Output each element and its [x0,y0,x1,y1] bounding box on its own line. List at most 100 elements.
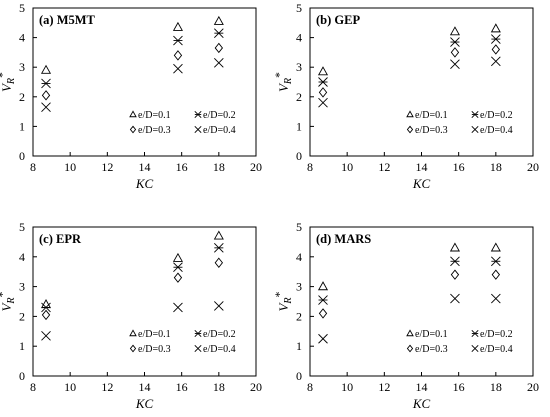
x-tick-label: 16 [176,160,188,174]
y-tick-label: 3 [296,280,302,294]
x-tick-label: 14 [139,160,151,174]
legend-label: e/D=0.1 [415,329,448,340]
x-axis-label: KC [412,396,431,411]
x-tick-label: 16 [176,380,188,394]
point-diamond-2 [173,50,183,61]
x-tick-label: 8 [307,160,313,174]
point-asterisk-1 [41,78,51,89]
y-tick-label: 5 [296,220,302,234]
y-axis-label: VR* [272,291,294,311]
legend-label: e/D=0.3 [415,125,448,136]
point-asterisk-3 [491,256,501,267]
point-x-3 [491,56,501,67]
x-tick-label: 8 [30,380,36,394]
legend-label: e/D=0.4 [203,125,236,136]
legend-marker-x [194,344,202,353]
legend-marker-triangle [129,110,137,118]
point-x-2 [450,59,460,70]
point-triangle-2 [449,242,460,252]
legend-label: e/D=0.3 [138,125,171,136]
point-x-2 [173,302,183,313]
point-diamond-3 [214,257,224,268]
legend-label: e/D=0.2 [203,329,236,340]
point-triangle-3 [490,23,501,33]
point-x-1 [41,102,51,112]
point-triangle-3 [213,15,224,25]
y-tick-label: 4 [19,31,25,45]
point-diamond-3 [491,269,501,280]
panel-title: (b) GEP [316,13,360,27]
y-tick-label: 2 [296,309,302,323]
legend-label: e/D=0.2 [480,329,513,340]
y-tick-label: 0 [19,369,25,383]
legend-label: e/D=0.4 [480,344,513,355]
point-asterisk-3 [214,28,224,38]
point-x-3 [214,301,224,311]
legend-label: e/D=0.1 [415,110,448,121]
y-axis-label: VR* [272,72,294,92]
legend-marker-x [471,125,479,134]
point-triangle-3 [213,230,224,240]
x-tick-label: 14 [416,160,428,174]
x-tick-label: 14 [416,380,428,394]
x-tick-label: 10 [64,160,76,174]
x-tick-label: 16 [453,380,465,394]
point-triangle-1 [317,281,329,291]
y-tick-label: 4 [296,250,302,264]
legend-marker-asterisk [471,329,479,338]
legend-marker-asterisk [194,110,202,119]
point-asterisk-2 [450,37,460,47]
point-x-2 [173,63,183,74]
y-tick-label: 5 [19,1,25,15]
legend-marker-diamond [129,344,137,353]
point-x-1 [41,330,51,341]
x-tick-label: 18 [490,160,502,174]
x-tick-label: 12 [378,160,390,174]
point-diamond-1 [41,309,51,321]
y-tick-label: 2 [19,90,25,104]
y-tick-label: 4 [19,250,25,264]
legend-marker-asterisk [194,329,202,338]
legend: e/D=0.1 e/D=0.2 e/D=0.3 e/D=0.4 [406,110,513,136]
point-asterisk-2 [173,262,183,273]
legend-marker-triangle [406,329,414,337]
legend-label: e/D=0.2 [480,110,513,121]
point-x-1 [318,333,328,344]
legend-marker-x [194,125,202,134]
y-tick-label: 1 [19,119,25,133]
x-axis-label: KC [135,176,154,191]
point-diamond-3 [491,44,501,55]
legend-label: e/D=0.1 [138,110,171,121]
y-axis-label: VR* [0,72,17,92]
point-triangle-1 [40,299,52,309]
point-asterisk-2 [450,256,460,267]
point-asterisk-3 [491,34,501,44]
legend-label: e/D=0.3 [415,344,448,355]
legend-label: e/D=0.2 [203,110,236,121]
y-tick-label: 0 [296,369,302,383]
x-tick-label: 20 [250,380,262,394]
point-asterisk-1 [318,77,328,87]
x-tick-label: 10 [64,380,76,394]
x-tick-label: 12 [101,380,113,394]
panel-title: (c) EPR [39,232,82,246]
x-tick-label: 18 [213,380,225,394]
point-diamond-1 [318,308,328,319]
panel-title: (d) MARS [316,232,371,246]
legend-label: e/D=0.1 [138,329,171,340]
x-tick-label: 16 [453,160,465,174]
legend-marker-diamond [406,125,414,134]
point-diamond-2 [450,47,460,58]
legend: e/D=0.1 e/D=0.2 e/D=0.3 e/D=0.4 [406,329,513,355]
legend: e/D=0.1 e/D=0.2 e/D=0.3 e/D=0.4 [129,329,236,355]
point-asterisk-1 [41,302,51,313]
legend-label: e/D=0.4 [203,344,236,355]
y-tick-label: 3 [296,60,302,74]
x-tick-label: 20 [527,380,539,394]
x-tick-label: 12 [101,160,113,174]
